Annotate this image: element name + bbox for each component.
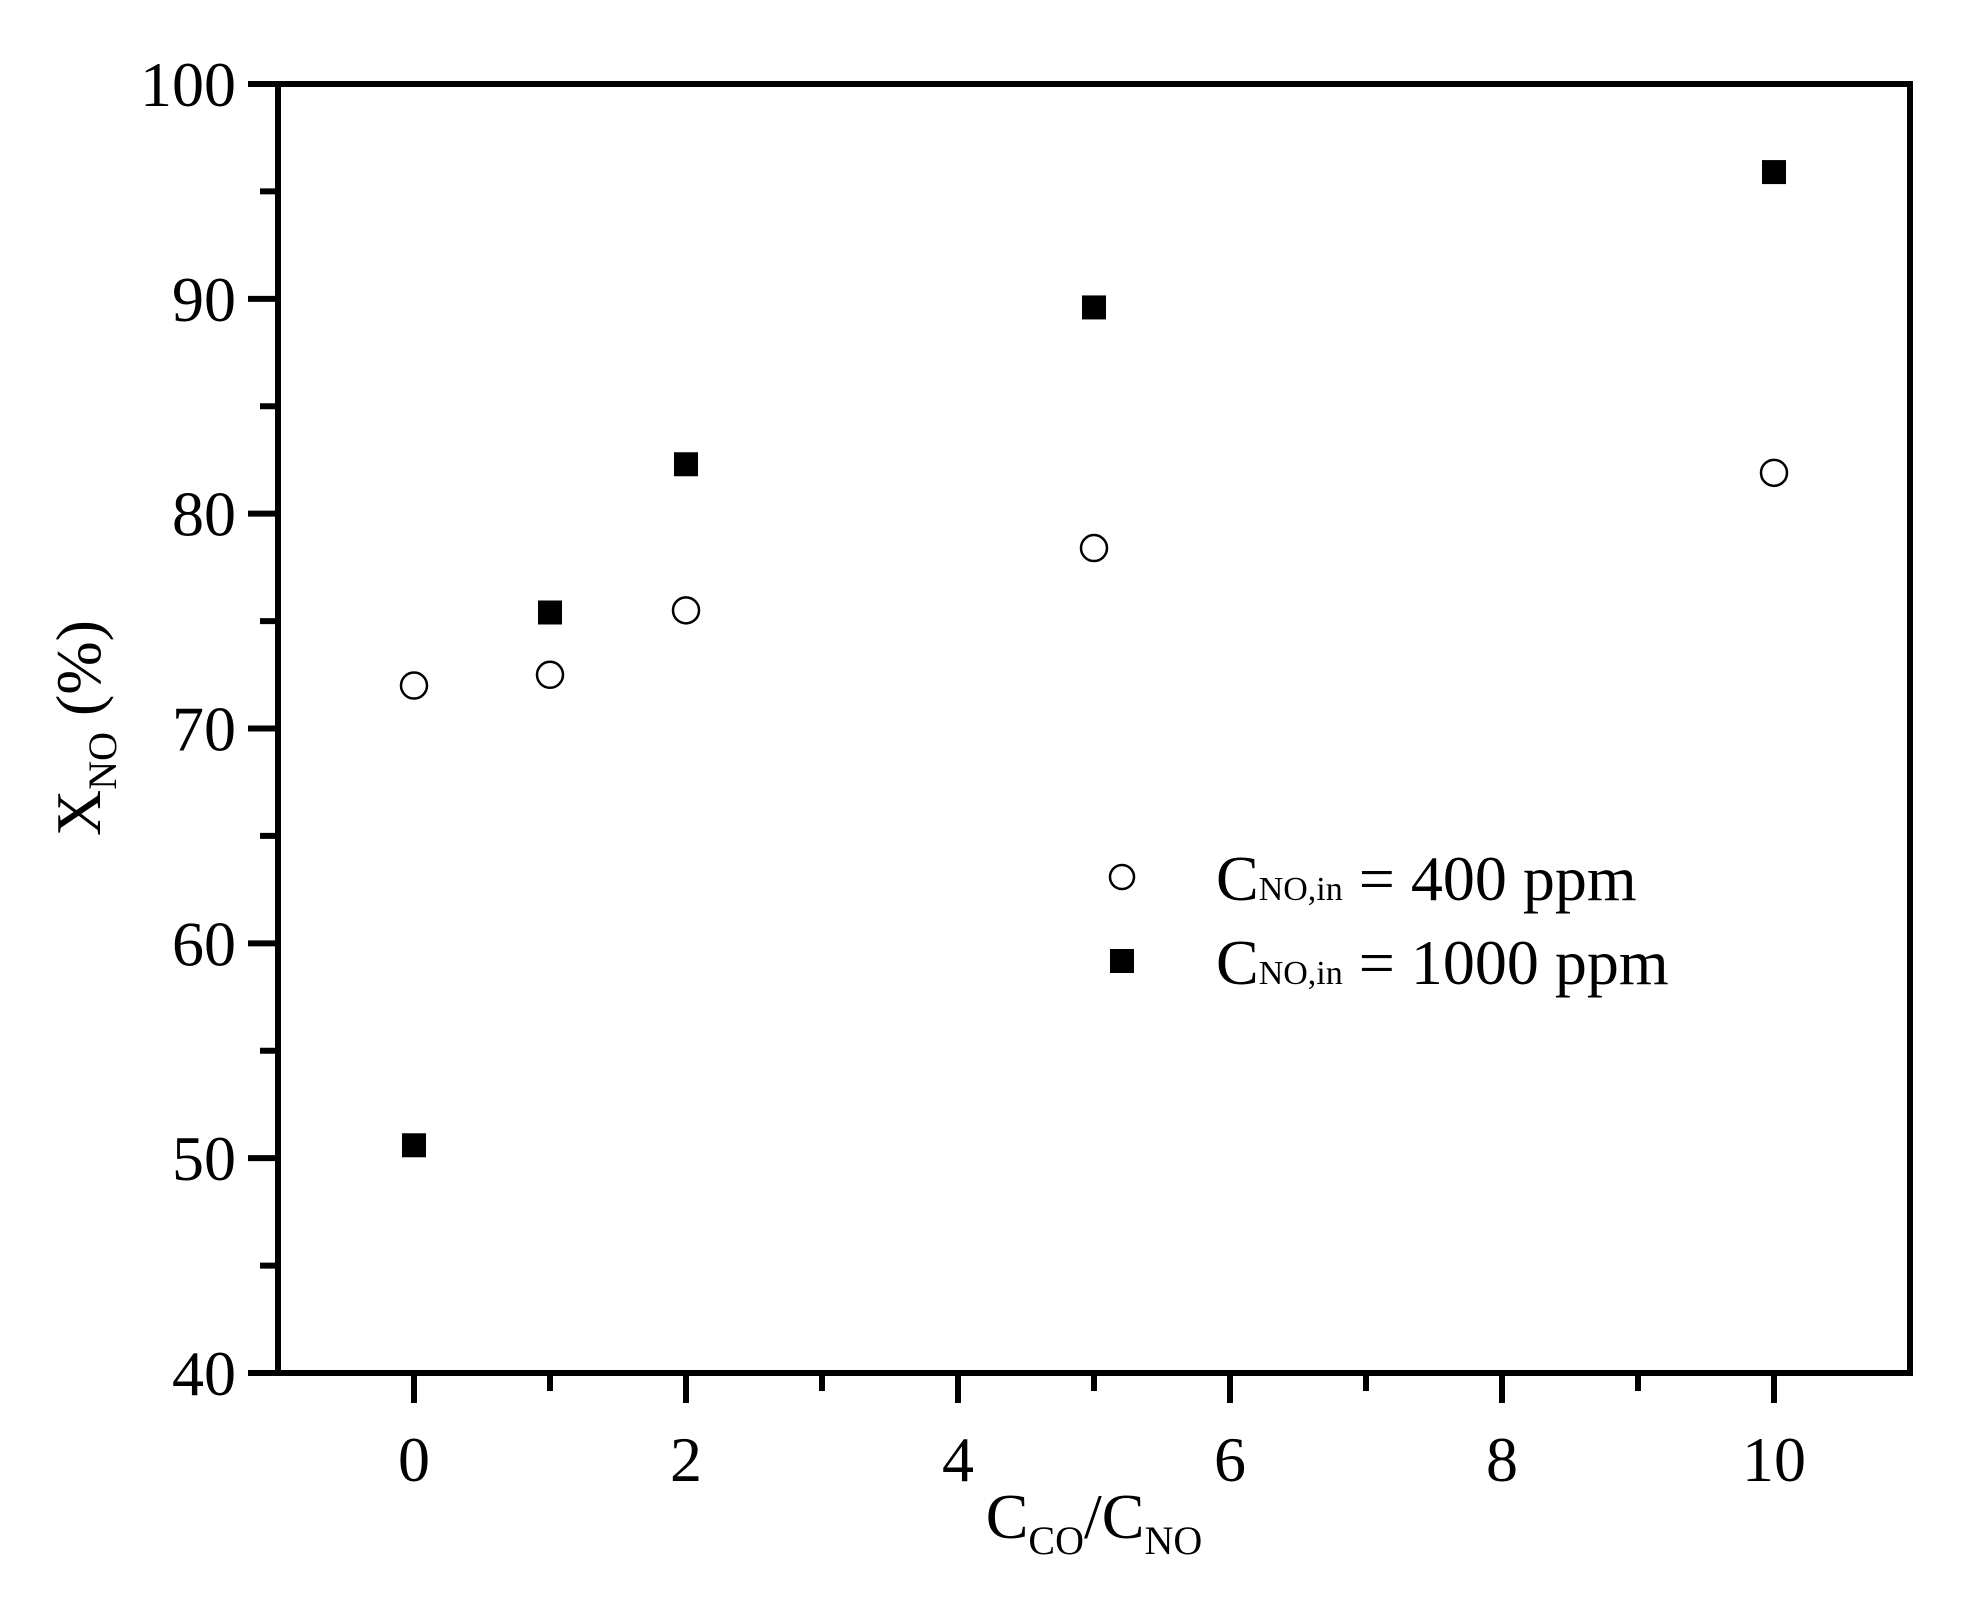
y-axis-title-unit: (%): [43, 620, 114, 732]
legend-label-1000-sub: NO,in: [1259, 955, 1343, 992]
y-axis-title-main: X: [43, 790, 114, 836]
x-tick-label: 10: [1742, 1424, 1806, 1495]
axis-tick-labels: 40 50 60 70 80 90 100 0 2 4 6 8 10: [140, 49, 1806, 1495]
plot-frame: [275, 81, 1913, 1376]
y-tick-label: 40: [172, 1338, 236, 1409]
x-tick-label: 4: [942, 1424, 974, 1495]
x-tick-label: 2: [670, 1424, 702, 1495]
y-tick-label: 80: [172, 479, 236, 550]
legend-label-400-rest: = 400 ppm: [1343, 843, 1637, 914]
x-axis-title-sub1: CO: [1028, 1518, 1084, 1563]
legend: CNO,in = 400 ppm CNO,in = 1000 ppm: [1108, 843, 1669, 998]
x-tick-label: 8: [1486, 1424, 1518, 1495]
legend-label-1000-main: C: [1216, 927, 1259, 998]
legend-label-400-sub: NO,in: [1259, 871, 1343, 908]
legend-label-1000: CNO,in = 1000 ppm: [1216, 927, 1669, 998]
data-point-filled-square: [538, 600, 562, 625]
axis-ticks: [248, 81, 1777, 1403]
legend-label-1000-rest: = 1000 ppm: [1343, 927, 1669, 998]
x-tick-label: 6: [1214, 1424, 1246, 1495]
legend-label-400: CNO,in = 400 ppm: [1216, 843, 1637, 914]
y-axis-title-sub: NO: [80, 732, 125, 790]
data-point-filled-square: [1082, 295, 1106, 320]
x-tick-label: 0: [398, 1424, 430, 1495]
data-points: [399, 160, 1789, 1158]
y-tick-label: 50: [172, 1123, 236, 1194]
x-axis-title: CCO/CNO: [986, 1481, 1203, 1563]
y-tick-label: 70: [172, 694, 236, 765]
data-point-open-circle: [671, 596, 701, 625]
legend-marker-open-circle: [1108, 863, 1136, 891]
legend-label-400-main: C: [1216, 843, 1259, 914]
data-point-open-circle: [1079, 533, 1109, 563]
x-axis-title-main: C: [986, 1481, 1029, 1552]
data-point-filled-square: [674, 452, 698, 477]
legend-marker-filled-square: [1110, 949, 1134, 973]
y-axis-title: XNO (%): [43, 620, 125, 836]
x-axis-title-sub2: NO: [1144, 1518, 1202, 1563]
y-tick-label: 60: [172, 908, 236, 979]
x-axis-title-slash: /C: [1084, 1481, 1144, 1552]
data-point-filled-square: [1762, 160, 1786, 185]
data-point-open-circle: [535, 660, 565, 690]
y-tick-label: 90: [172, 264, 236, 335]
y-tick-label: 100: [140, 49, 236, 120]
data-point-open-circle: [1759, 458, 1789, 488]
data-point-open-circle: [399, 671, 429, 700]
data-point-filled-square: [402, 1133, 426, 1158]
